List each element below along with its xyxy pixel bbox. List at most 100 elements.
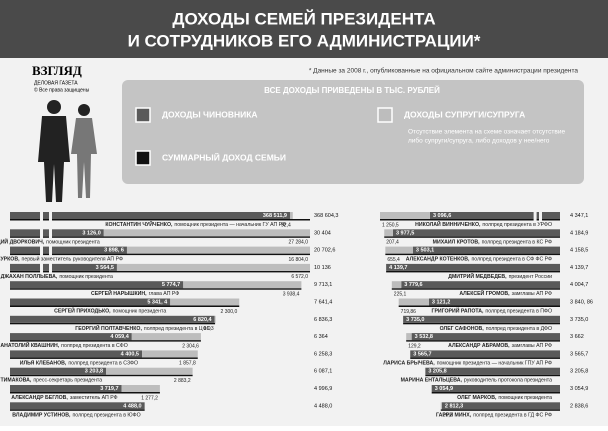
spouse-label: 1 857,8 bbox=[179, 361, 196, 367]
official-bar bbox=[10, 367, 107, 375]
break-mark bbox=[40, 245, 43, 256]
person-role: помощник президента — начальник ГУ АП РФ bbox=[174, 222, 286, 228]
official-label: 3 977,5 bbox=[396, 230, 414, 236]
official-label: 2 812,3 bbox=[445, 403, 463, 409]
spouse-bar bbox=[380, 212, 430, 219]
total-label: 4 139,7 bbox=[570, 265, 588, 271]
person-name: ИЛЬЯ КЛЕБАНОВ, bbox=[20, 361, 67, 367]
person-role: полпред президента в ДФО bbox=[486, 326, 552, 332]
total-label: 20 702,6 bbox=[314, 248, 335, 254]
official-label: 368 511,9 bbox=[263, 213, 287, 219]
spouse-bar bbox=[121, 385, 160, 392]
silhouettes bbox=[38, 100, 97, 202]
total-bar bbox=[10, 288, 302, 290]
total-bar bbox=[10, 322, 216, 325]
total-label: 4 996,9 bbox=[314, 386, 332, 392]
person-role: полпред президента в СЗФО bbox=[68, 361, 138, 367]
person-label: НАТАЛЬЯ ТИМАКОВА,пресс-секретарь президе… bbox=[0, 378, 102, 384]
legend-box bbox=[122, 80, 584, 184]
person-role: полпред президента в УРФО bbox=[482, 222, 552, 228]
total-label: 4 184,9 bbox=[570, 230, 588, 236]
spouse-label: 719,86 bbox=[401, 309, 417, 315]
break-mark bbox=[49, 228, 52, 239]
spouse-label: 3 938,4 bbox=[283, 292, 300, 298]
person-role: заместитель АП РФ bbox=[70, 395, 118, 401]
legend-label: ДОХОДЫ ЧИНОВНИКА bbox=[162, 109, 258, 119]
official-label: 6 820,4 bbox=[193, 317, 212, 323]
person-label: АЛЕКСАНДР КОТЕНКОВ, полпред президента в … bbox=[406, 257, 552, 263]
total-bar bbox=[10, 270, 310, 273]
spouse-label: 225,1 bbox=[394, 292, 407, 298]
official-label: 3 503,1 bbox=[416, 248, 434, 254]
spouse-label: 2 300,0 bbox=[221, 309, 238, 315]
person-name: ГАРРИ МИНХ, bbox=[436, 413, 472, 419]
spouse-bar bbox=[103, 229, 310, 237]
official-label: 3 564,5 bbox=[96, 265, 114, 271]
spouse-label: 1 277,2 bbox=[141, 395, 158, 401]
person-role: первый заместитель руководителя АП РФ bbox=[22, 256, 123, 263]
official-label: 3 054,9 bbox=[435, 386, 453, 392]
official-label: 3 779,6 bbox=[404, 282, 422, 288]
break-mark bbox=[40, 228, 43, 239]
person-name: АРКАДИЙ ДВОРКОВИЧ, bbox=[0, 238, 45, 246]
official-bar bbox=[10, 281, 184, 289]
person-role: полпред президента в СФО bbox=[61, 343, 128, 349]
total-label: 368 604,3 bbox=[314, 213, 338, 219]
person-role: помощник президента bbox=[113, 309, 167, 315]
total-bar bbox=[385, 253, 560, 256]
person-label: ДЖАХАН ПОЛЛЫЕВА, помощник президента bbox=[1, 274, 113, 280]
total-label: 7 641,4 bbox=[314, 299, 332, 305]
person-role: полпред президента в ЮФО bbox=[73, 413, 141, 419]
logo: ВЗГЛЯД bbox=[32, 63, 82, 78]
spouse-label: 27 284,0 bbox=[289, 240, 309, 246]
official-bar bbox=[10, 333, 132, 341]
total-bar bbox=[410, 357, 560, 359]
break-mark bbox=[533, 211, 537, 221]
official-bar bbox=[392, 229, 560, 237]
total-label: 2 838,6 bbox=[570, 403, 588, 409]
official-bar bbox=[412, 246, 560, 254]
total-bar bbox=[386, 270, 560, 273]
total-bar bbox=[406, 340, 560, 342]
person-label: АРКАДИЙ ДВОРКОВИЧ,помощник президента bbox=[0, 238, 100, 246]
spouse-bar bbox=[391, 281, 402, 289]
person-name: ОЛЕГ САФОНОВ, bbox=[440, 326, 485, 332]
legend-note: либо супруги/супруга, либо доходов у нее… bbox=[408, 137, 550, 145]
total-label: 4 004,7 bbox=[570, 282, 588, 288]
official-label: 5 774,7 bbox=[162, 282, 180, 288]
person-name: ВЛАДИМИР УСТИНОВ, bbox=[12, 413, 71, 419]
spouse-bar bbox=[183, 281, 302, 289]
total-bar bbox=[10, 392, 160, 394]
logo-tagline: ДЕЛОВАЯ ГАЗЕТА bbox=[34, 80, 78, 86]
person-role: помощник президента — начальник ГПУ АП Р… bbox=[437, 361, 552, 367]
spouse-label: 6 572,0 bbox=[291, 274, 308, 280]
person-role: помощник президента bbox=[46, 240, 100, 246]
total-label: 4 347,1 bbox=[570, 213, 588, 219]
official-bar bbox=[10, 212, 290, 219]
spouse-bar bbox=[170, 298, 240, 306]
official-bar bbox=[10, 385, 122, 392]
official-label: 4 400,5 bbox=[121, 351, 139, 357]
break-mark bbox=[40, 262, 43, 273]
person-label: АЛЕКСАНДР БЕГЛОВ, заместитель АП РФ bbox=[11, 395, 117, 401]
spouse-label: 129,2 bbox=[408, 343, 421, 349]
total-bar bbox=[10, 305, 240, 307]
person-name: АЛЕКСАНДР АБРАМОВ, bbox=[448, 343, 510, 349]
official-label: 3 126,0 bbox=[82, 230, 100, 236]
break-mark bbox=[49, 262, 52, 273]
person-label: СЕРГЕЙ ПРИХОДЬКО, помощник президента bbox=[54, 307, 166, 315]
official-label: 4 139,7 bbox=[389, 265, 407, 271]
spouse-bar bbox=[142, 350, 198, 358]
total-label: 9 713,1 bbox=[314, 282, 332, 288]
total-label: 6 836,3 bbox=[314, 317, 332, 323]
person-name: КОНСТАНТИН ЧУЙЧЕНКО, bbox=[105, 220, 173, 228]
official-bar bbox=[410, 350, 560, 358]
person-name: ДЖАХАН ПОЛЛЫЕВА, bbox=[1, 274, 58, 280]
person-name: МИХАИЛ КРОТОВ, bbox=[433, 240, 480, 246]
person-name: МАРИНА ЕНТАЛЬЦЕВА, bbox=[401, 378, 463, 384]
person-role: полпред президента в ГД ФС РФ bbox=[473, 413, 552, 419]
official-bar bbox=[401, 281, 560, 289]
total-bar bbox=[10, 236, 310, 238]
person-name: ГРИГОРИЙ РАПОТА, bbox=[432, 307, 484, 315]
